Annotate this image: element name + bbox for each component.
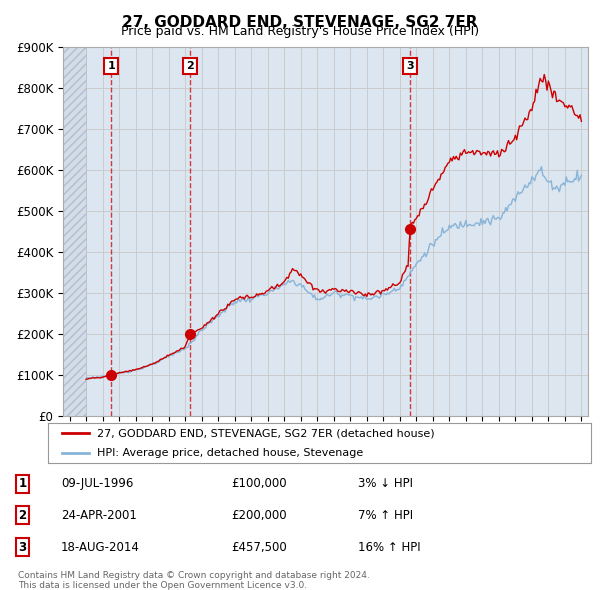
Text: 7% ↑ HPI: 7% ↑ HPI: [358, 509, 413, 522]
Text: 27, GODDARD END, STEVENAGE, SG2 7ER: 27, GODDARD END, STEVENAGE, SG2 7ER: [122, 15, 478, 30]
Text: 1: 1: [19, 477, 26, 490]
Text: 18-AUG-2014: 18-AUG-2014: [61, 540, 140, 553]
Text: 27, GODDARD END, STEVENAGE, SG2 7ER (detached house): 27, GODDARD END, STEVENAGE, SG2 7ER (det…: [97, 428, 434, 438]
Text: 2: 2: [187, 61, 194, 71]
Text: Price paid vs. HM Land Registry's House Price Index (HPI): Price paid vs. HM Land Registry's House …: [121, 25, 479, 38]
Text: £100,000: £100,000: [231, 477, 287, 490]
Text: 3% ↓ HPI: 3% ↓ HPI: [358, 477, 413, 490]
Text: 16% ↑ HPI: 16% ↑ HPI: [358, 540, 420, 553]
Text: 3: 3: [406, 61, 414, 71]
Text: 09-JUL-1996: 09-JUL-1996: [61, 477, 133, 490]
Text: £457,500: £457,500: [231, 540, 287, 553]
Text: 24-APR-2001: 24-APR-2001: [61, 509, 137, 522]
Text: Contains HM Land Registry data © Crown copyright and database right 2024.: Contains HM Land Registry data © Crown c…: [18, 571, 370, 580]
Text: This data is licensed under the Open Government Licence v3.0.: This data is licensed under the Open Gov…: [18, 581, 307, 589]
Text: £200,000: £200,000: [231, 509, 287, 522]
Text: 2: 2: [19, 509, 26, 522]
Text: 3: 3: [19, 540, 26, 553]
Bar: [63, 47, 86, 416]
Text: HPI: Average price, detached house, Stevenage: HPI: Average price, detached house, Stev…: [97, 448, 363, 458]
Text: 1: 1: [107, 61, 115, 71]
